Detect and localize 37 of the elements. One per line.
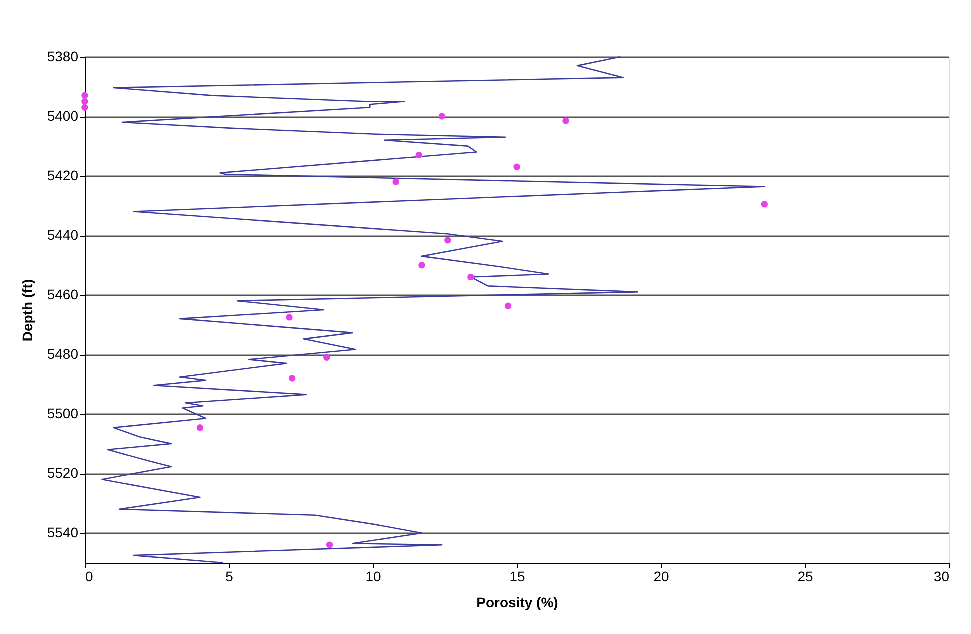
y-tick-label: 5400	[47, 108, 79, 124]
y-tick-label: 5500	[47, 406, 79, 422]
x-tick-label: 10	[366, 568, 382, 584]
y-tick-label: 5480	[47, 346, 79, 362]
y-tick-label: 5520	[47, 465, 79, 482]
y-tick-label: 5540	[47, 524, 79, 541]
point	[505, 302, 512, 310]
y-tick-label: 5380	[47, 48, 79, 64]
x-tick-label: 20	[654, 568, 670, 584]
x-axis-title: Porosity (%)	[476, 594, 558, 610]
x-tick-label: 25	[798, 568, 814, 584]
x-tick-label: 30	[934, 568, 950, 584]
point	[514, 164, 520, 170]
point	[418, 262, 426, 269]
point	[444, 237, 452, 244]
line-series	[102, 56, 766, 564]
point	[392, 178, 400, 186]
y-tick-label: 5440	[47, 227, 79, 244]
point	[761, 200, 768, 208]
point	[416, 152, 422, 159]
point	[286, 314, 293, 321]
y-tick-label: 5420	[47, 168, 79, 184]
point	[324, 354, 330, 361]
point	[562, 118, 570, 124]
point	[468, 274, 474, 281]
x-tick-label: 15	[510, 568, 526, 584]
y-tick-label: 5460	[47, 286, 79, 303]
point	[196, 424, 204, 432]
point	[82, 92, 88, 100]
point	[82, 98, 88, 105]
point	[438, 113, 446, 120]
y-axis-title: Depth (ft)	[19, 279, 36, 342]
x-tick-label: 5	[226, 568, 234, 584]
point	[289, 375, 296, 382]
x-tick-label: 0	[86, 568, 94, 584]
point	[326, 542, 334, 548]
point	[82, 104, 88, 111]
